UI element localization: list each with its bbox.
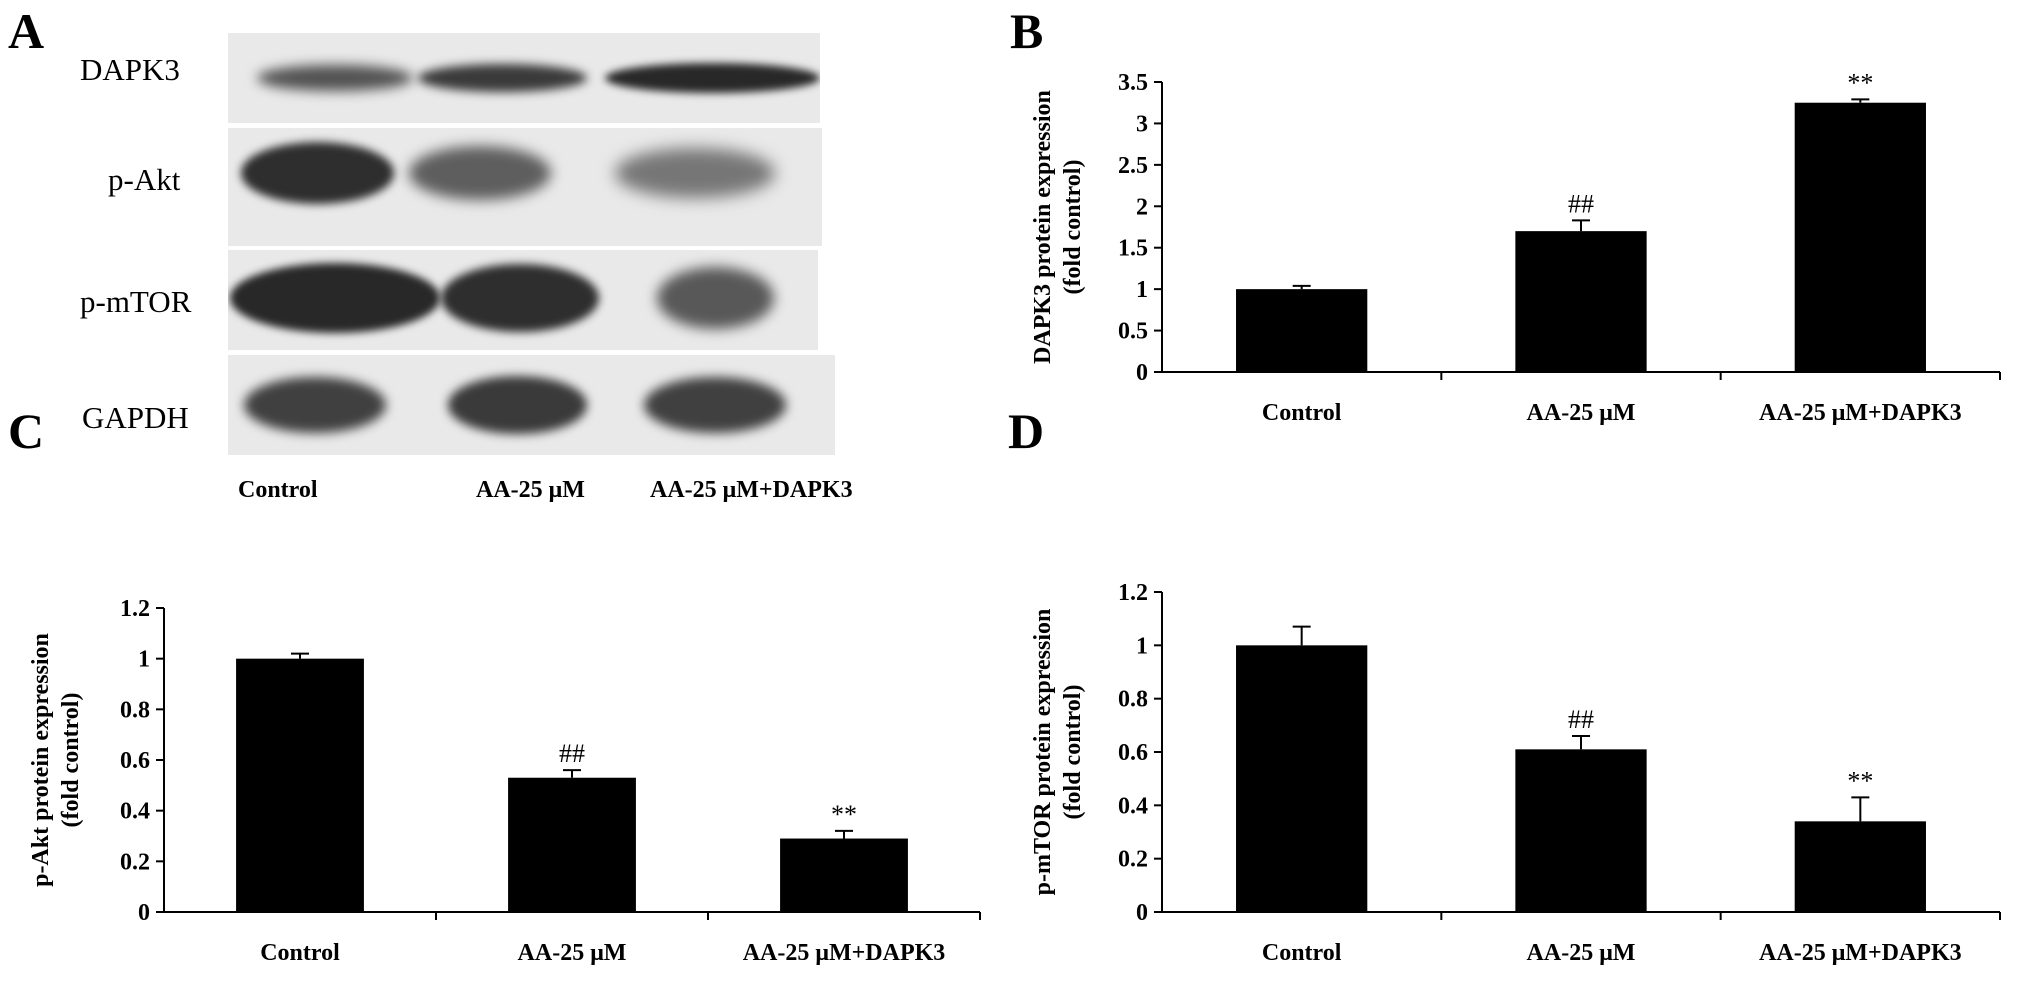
y-tick-label: 1: [1136, 277, 1148, 303]
y-tick-label: 0.2: [1118, 847, 1148, 873]
significance-marker: ##: [1568, 189, 1594, 218]
y-tick-label: 0: [1136, 360, 1148, 386]
category-label: AA-25 μM: [518, 940, 627, 966]
bar: [508, 777, 636, 912]
blot-label-gapdh: GAPDH: [82, 400, 189, 435]
blot-band: [409, 146, 551, 200]
y-tick-label: 0.6: [1118, 740, 1148, 766]
blot-band: [615, 148, 775, 198]
bar: [1515, 749, 1647, 912]
y-tick-label: 2.5: [1118, 153, 1148, 179]
y-axis-label: (fold control): [1060, 685, 1086, 820]
y-tick-label: 1.5: [1118, 236, 1148, 262]
blot-band: [240, 142, 395, 204]
y-tick-label: 0.2: [120, 849, 150, 875]
y-axis-label: (fold control): [58, 693, 84, 828]
bar: [236, 658, 364, 912]
y-tick-label: 3: [1136, 111, 1148, 137]
y-tick-label: 3.5: [1118, 70, 1148, 96]
y-tick-label: 0.8: [1118, 687, 1148, 713]
blot-band: [656, 267, 774, 329]
category-label: AA-25 μM+DAPK3: [1759, 940, 1962, 966]
y-tick-label: 0.6: [120, 748, 150, 774]
blot-strip-gapdh: [228, 355, 835, 455]
bar: [1515, 231, 1647, 372]
bar: [780, 838, 908, 912]
blot-band: [643, 376, 787, 434]
blot-band: [447, 376, 588, 434]
y-axis-label: p-mTOR protein expression: [1030, 609, 1056, 896]
bar: [1236, 645, 1368, 912]
chart-panel-d: 0 0.2 0.4 0.6 0.8 1 1.2 Control ## AA-25 μM ** AA-2…: [1030, 580, 2001, 966]
blot-strip-p-mtor: [228, 250, 818, 350]
y-tick-label: 1: [1136, 633, 1148, 659]
y-tick-label: 0.8: [120, 697, 150, 723]
significance-marker: **: [1847, 766, 1873, 795]
category-label: Control: [1262, 940, 1342, 966]
significance-marker: **: [1847, 68, 1873, 97]
significance-marker: ##: [1568, 705, 1594, 734]
category-label: AA-25 μM: [1527, 940, 1636, 966]
blot-band: [230, 263, 440, 333]
blot-label-p-mtor: p-mTOR: [80, 284, 192, 319]
bar: [1794, 102, 1926, 372]
y-tick-label: 1.2: [1118, 580, 1148, 606]
y-axis-label: p-Akt protein expression: [28, 633, 54, 887]
blot-label-dapk3: DAPK3: [80, 52, 180, 87]
blot-band: [257, 64, 413, 92]
panel-b-letter: B: [1010, 3, 1044, 59]
y-axis-label: (fold control): [1060, 160, 1086, 295]
blot-band: [243, 376, 387, 434]
blot-strip-dapk3: [228, 33, 820, 123]
y-tick-label: 0.5: [1118, 319, 1148, 345]
y-tick-label: 2: [1136, 194, 1148, 220]
panel-c-letter: C: [8, 403, 45, 459]
category-label: AA-25 μM: [1527, 400, 1636, 426]
blot-label-p-akt: p-Akt: [108, 162, 181, 197]
blot-band: [605, 63, 820, 93]
category-label: Control: [260, 940, 340, 966]
bar: [1794, 821, 1926, 912]
lane-label-aa-25: AA-25 μM: [476, 477, 585, 503]
y-tick-label: 0.4: [120, 799, 150, 825]
blot-band: [418, 63, 587, 93]
y-tick-label: 1: [138, 647, 150, 673]
y-tick-label: 0: [1136, 900, 1148, 926]
blot-strip-p-akt: [228, 128, 822, 246]
y-tick-label: 0.4: [1118, 793, 1148, 819]
lane-label-control: Control: [238, 477, 318, 503]
significance-marker: ##: [559, 739, 585, 768]
y-tick-label: 0: [138, 900, 150, 926]
category-label: Control: [1262, 400, 1342, 426]
chart-panel-b: 0 0.5 1 1.5 2 2.5 3 3.5 Control ## AA-25 μM ** AA-25…: [1030, 68, 2001, 426]
category-label: AA-25 μM+DAPK3: [1759, 400, 1962, 426]
y-tick-label: 1.2: [120, 596, 150, 622]
chart-panel-c: 0 0.2 0.4 0.6 0.8 1 1.2 Control ## AA-25 μM ** AA-2…: [28, 596, 981, 966]
y-axis-label: DAPK3 protein expression: [1030, 90, 1056, 364]
significance-marker: **: [831, 800, 857, 829]
panel-a-letter: A: [8, 3, 45, 59]
bar: [1236, 289, 1368, 372]
category-label: AA-25 μM+DAPK3: [743, 940, 946, 966]
blot-band: [441, 263, 599, 333]
lane-label-aa-25-dapk3: AA-25 μM+DAPK3: [650, 477, 853, 503]
panel-d-letter: D: [1008, 403, 1045, 459]
